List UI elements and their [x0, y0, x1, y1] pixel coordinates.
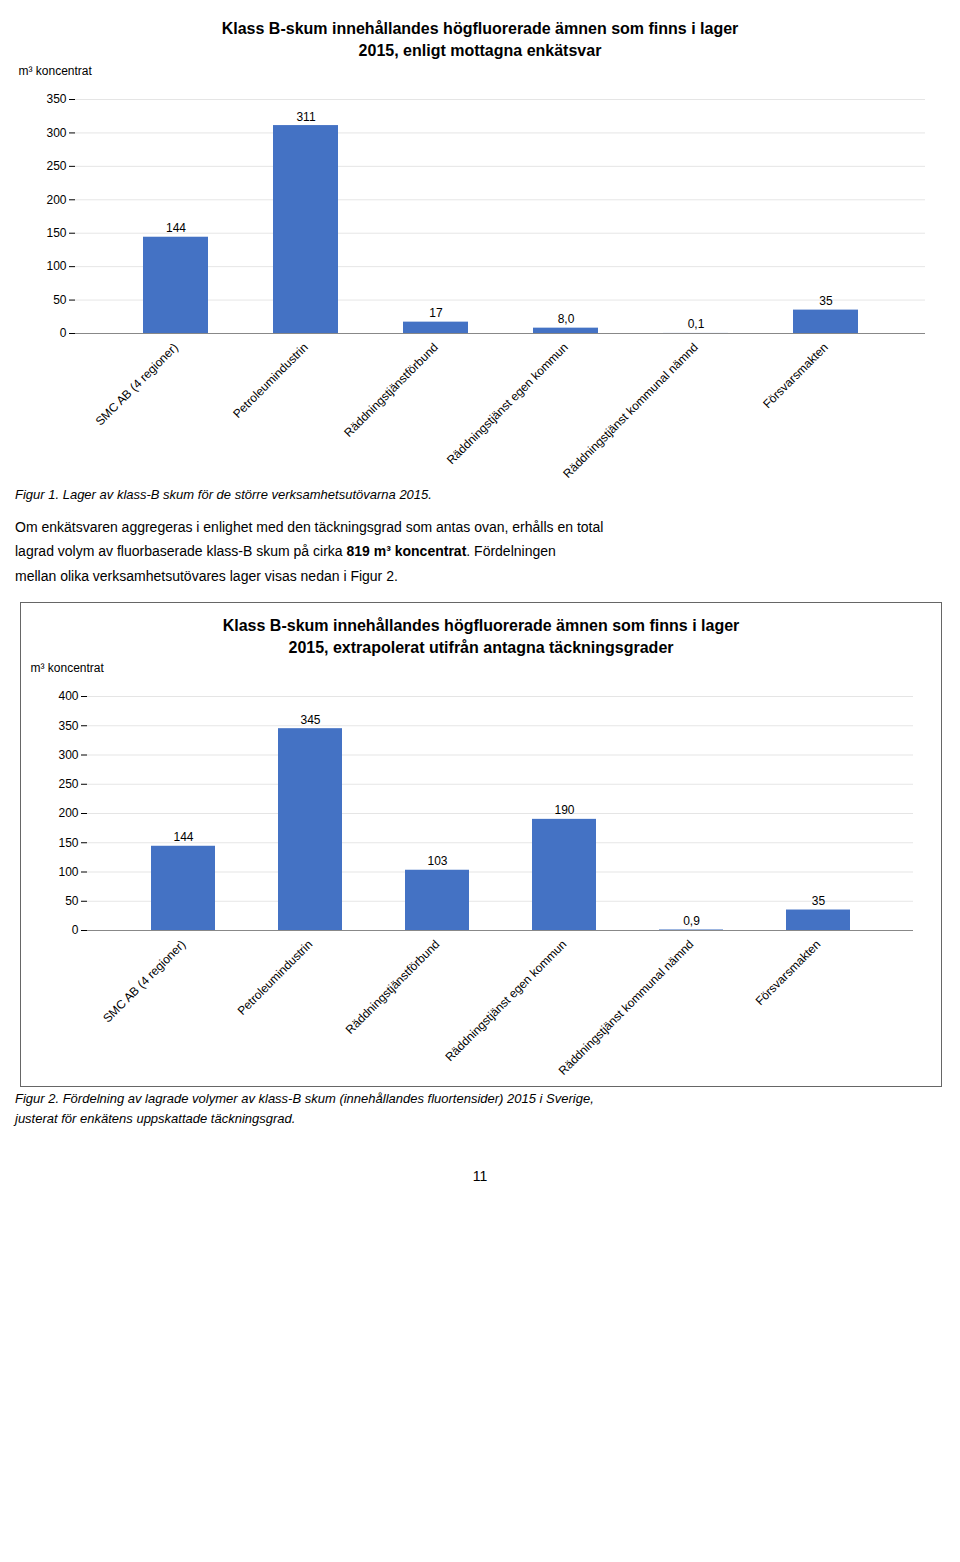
svg-text:311: 311 — [296, 110, 315, 124]
svg-text:Petroleumindustrin: Petroleumindustrin — [230, 340, 311, 421]
svg-text:250: 250 — [58, 777, 78, 791]
svg-text:300: 300 — [58, 748, 78, 762]
svg-text:0,9: 0,9 — [683, 914, 700, 928]
html-text:2015, extrapolerat utifrån ant: 2015, extrapolerat utifrån antagna täckn… — [288, 638, 674, 656]
svg-text:Försvarsmakten: Försvarsmakten — [760, 340, 831, 411]
html-text:mellan olika verksamhetsutövar: mellan olika verksamhetsutövares lager v… — [15, 567, 398, 584]
svg-text:350: 350 — [46, 93, 66, 107]
html-text:Figur 2. Fördelning av lagrade: Figur 2. Fördelning av lagrade volymer a… — [15, 1091, 594, 1107]
svg-text:0: 0 — [72, 924, 79, 938]
html-text:Klass B-skum innehållandes hög: Klass B-skum innehållandes högfluorerade… — [221, 20, 739, 37]
svg-text:144: 144 — [166, 221, 186, 235]
svg-text:100: 100 — [58, 865, 78, 879]
svg-text:m³ koncentrat: m³ koncentrat — [19, 64, 93, 78]
svg-text:8,0: 8,0 — [558, 312, 575, 326]
html-text:lagrad volym av fluorbaserade: lagrad volym av fluorbaserade klass-B sk… — [15, 543, 556, 560]
svg-text:Petroleumindustrin: Petroleumindustrin — [235, 938, 316, 1019]
html-text:2015, enligt mottagna enkätsva: 2015, enligt mottagna enkätsvar — [358, 41, 602, 59]
svg-text:400: 400 — [58, 690, 78, 704]
html-text:11: 11 — [472, 1168, 488, 1185]
html-text:justerat för enkätens uppskatt: justerat för enkätens uppskattade täckni… — [15, 1110, 296, 1126]
svg-text:144: 144 — [173, 831, 193, 845]
svg-text:17: 17 — [429, 306, 443, 320]
svg-text:Räddningstjänstförbund: Räddningstjänstförbund — [343, 938, 443, 1038]
svg-text:103: 103 — [427, 855, 447, 869]
svg-text:Räddningstjänst kommunal nämnd: Räddningstjänst kommunal nämnd — [556, 938, 697, 1079]
svg-text:0,1: 0,1 — [688, 318, 705, 332]
svg-text:150: 150 — [46, 226, 66, 240]
svg-text:150: 150 — [58, 836, 78, 850]
svg-text:Försvarsmakten: Försvarsmakten — [753, 938, 824, 1009]
html-text:Om enkätsvaren aggregeras i en: Om enkätsvaren aggregeras i enlighet med… — [15, 518, 604, 535]
svg-text:m³ koncentrat: m³ koncentrat — [31, 661, 105, 675]
svg-text:300: 300 — [46, 126, 66, 140]
svg-text:250: 250 — [46, 159, 66, 173]
svg-text:190: 190 — [554, 804, 574, 818]
svg-text:0: 0 — [60, 327, 67, 341]
svg-text:50: 50 — [65, 894, 79, 908]
svg-text:SMC AB (4 regioner): SMC AB (4 regioner) — [100, 938, 188, 1026]
svg-text:Räddningstjänst egen kommun: Räddningstjänst egen kommun — [444, 340, 571, 467]
svg-text:350: 350 — [58, 719, 78, 733]
svg-text:Räddningstjänstförbund: Räddningstjänstförbund — [341, 340, 441, 440]
svg-text:345: 345 — [300, 713, 320, 727]
svg-text:200: 200 — [46, 193, 66, 207]
svg-text:Räddningstjänst egen kommun: Räddningstjänst egen kommun — [442, 938, 569, 1065]
svg-text:200: 200 — [58, 807, 78, 821]
svg-text:50: 50 — [53, 293, 67, 307]
html-text:Figur 1. Lager av klass-B skum: Figur 1. Lager av klass-B skum för de st… — [15, 487, 432, 503]
html-text:Klass B-skum innehållandes hög: Klass B-skum innehållandes högfluorerade… — [222, 617, 740, 635]
svg-text:35: 35 — [819, 294, 833, 308]
svg-text:Räddningstjänst kommunal nämnd: Räddningstjänst kommunal nämnd — [560, 340, 701, 481]
svg-text:SMC AB (4 regioner): SMC AB (4 regioner) — [93, 340, 181, 428]
svg-text:100: 100 — [46, 260, 66, 274]
svg-text:35: 35 — [812, 894, 826, 908]
